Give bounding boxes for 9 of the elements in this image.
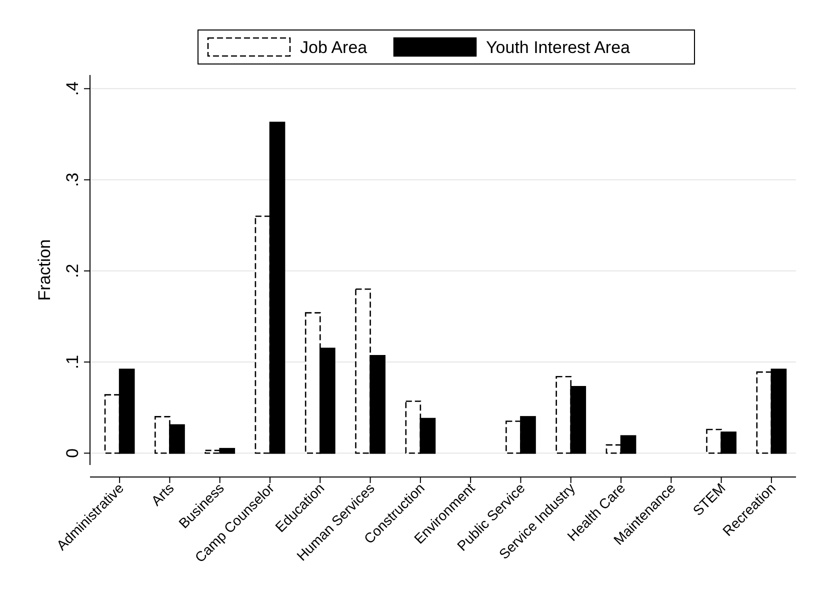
y-tick-label: .1 xyxy=(63,354,82,370)
x-tick-label: Arts xyxy=(148,480,177,509)
y-tick-label: 0 xyxy=(63,448,82,458)
y-tick-label: .4 xyxy=(63,82,82,96)
legend-label: Youth Interest Area xyxy=(486,38,631,57)
y-tick-label: .3 xyxy=(63,172,82,187)
y-tick-label: .2 xyxy=(63,264,82,278)
y-axis-title: Fraction xyxy=(35,239,54,301)
legend-label: Job Area xyxy=(300,38,368,57)
